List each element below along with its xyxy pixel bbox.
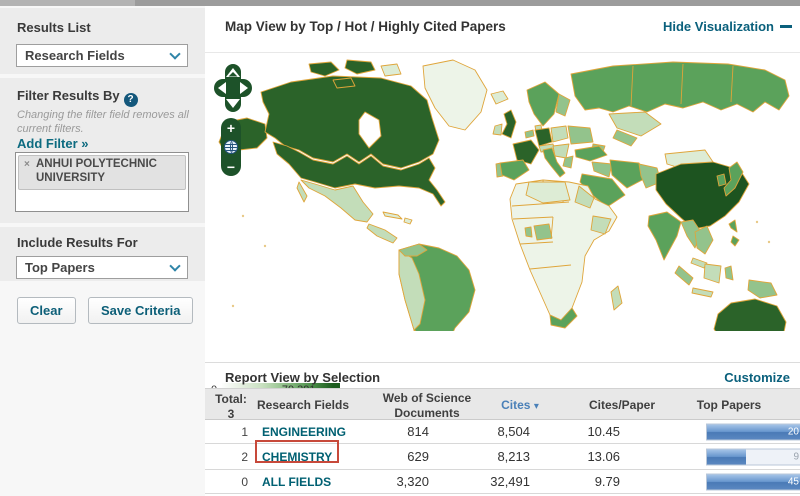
col-cites-sort[interactable]: Cites ▾ (501, 398, 539, 412)
col-cites-per-paper: Cites/Paper (588, 398, 656, 412)
filter-results-heading: Filter Results By? (17, 88, 138, 107)
results-list-heading: Results List (17, 20, 91, 35)
report-title: Report View by Selection (225, 370, 381, 385)
cites-per-paper-value: 10.45 (587, 424, 620, 439)
docs-value: 3,320 (396, 474, 429, 489)
field-link-engineering[interactable]: ENGINEERING (262, 424, 347, 439)
top-papers-bar: 9 (706, 448, 800, 465)
minus-icon (780, 25, 792, 28)
window-top-strip-left (0, 0, 135, 6)
pan-left-icon (218, 82, 226, 94)
top-papers-value: 9 (793, 451, 799, 462)
results-list-section: Results List Research Fields (0, 8, 205, 74)
save-criteria-button[interactable]: Save Criteria (87, 297, 194, 324)
cites-per-paper-value: 9.79 (594, 474, 620, 489)
row-rank: 0 (241, 474, 248, 489)
zoom-out-button[interactable]: − (226, 159, 236, 175)
filter-note: Changing the filter field removes all cu… (17, 109, 189, 136)
include-results-heading: Include Results For (17, 235, 138, 250)
filter-tag-label: ANHUI POLYTECHNIC UNIVERSITY (36, 158, 157, 184)
globe-icon[interactable] (224, 140, 238, 154)
cites-value: 32,491 (490, 474, 530, 489)
filter-results-section: Filter Results By? Changing the filter f… (0, 78, 205, 223)
cites-value: 8,504 (497, 424, 530, 439)
map-view: + − 0 79,391 (205, 54, 800, 398)
filter-tag[interactable]: × ANHUI POLYTECHNIC UNIVERSITY (18, 155, 186, 190)
window-top-strip (0, 0, 800, 6)
customize-link[interactable]: Customize (724, 370, 790, 385)
top-papers-bar-fill (707, 449, 746, 464)
cites-value: 8,213 (497, 449, 530, 464)
remove-filter-icon[interactable]: × (24, 159, 30, 170)
visualization-title: Map View by Top / Hot / Highly Cited Pap… (225, 19, 506, 34)
docs-value: 814 (407, 424, 429, 439)
map-pan-control[interactable] (213, 64, 253, 112)
table-header: Total: 3 Research Fields Web of Science … (205, 388, 800, 421)
field-link-chemistry[interactable]: CHEMISTRY (262, 449, 333, 464)
chevron-down-icon (169, 260, 181, 272)
chevron-down-icon (169, 48, 181, 60)
world-map-choropleth[interactable] (213, 56, 798, 331)
row-rank: 1 (241, 424, 248, 439)
top-papers-value: 45 (787, 476, 799, 487)
zoom-in-button[interactable]: + (226, 120, 236, 136)
include-results-select[interactable]: Top Papers (16, 256, 188, 279)
top-papers-bar-fill (707, 474, 800, 489)
visualization-header: Map View by Top / Hot / Highly Cited Pap… (205, 6, 800, 53)
results-list-select[interactable]: Research Fields (16, 44, 188, 67)
table-row: 0 ALL FIELDS 3,320 32,491 9.79 45 (205, 470, 800, 494)
include-results-selected-value: Top Papers (25, 260, 95, 275)
table-row: 2 CHEMISTRY 629 8,213 13.06 9 (205, 444, 800, 470)
top-papers-value: 20 (787, 426, 799, 437)
top-papers-bar-fill (707, 424, 800, 439)
total-count: Total: 3 (215, 392, 247, 421)
help-icon[interactable]: ? (123, 93, 138, 107)
docs-value: 629 (407, 449, 429, 464)
section-divider (205, 362, 800, 363)
table-row: 1 ENGINEERING 814 8,504 10.45 20 (205, 420, 800, 444)
top-papers-bar: 20 (706, 423, 800, 440)
field-link-all-fields[interactable]: ALL FIELDS (262, 474, 332, 489)
col-top-papers: Top Papers (696, 398, 762, 412)
sort-desc-icon: ▾ (533, 401, 539, 412)
pan-right-icon (240, 82, 248, 94)
main-panel: Map View by Top / Hot / Highly Cited Pap… (205, 6, 800, 496)
top-papers-bar: 45 (706, 473, 800, 490)
pan-down-icon (226, 99, 240, 108)
hide-visualization-link[interactable]: Hide Visualization (663, 19, 792, 34)
include-results-section: Include Results For Top Papers (0, 227, 205, 281)
map-zoom-control[interactable]: + − (221, 118, 241, 176)
col-research-fields: Research Fields (256, 398, 350, 412)
results-list-selected-value: Research Fields (25, 48, 125, 63)
cites-per-paper-value: 13.06 (587, 449, 620, 464)
active-filters-box: × ANHUI POLYTECHNIC UNIVERSITY (15, 152, 189, 212)
sidebar-actions: Clear Save Criteria (0, 285, 205, 496)
sidebar: Results List Research Fields Filter Resu… (0, 6, 205, 496)
add-filter-link[interactable]: Add Filter » (17, 136, 89, 151)
row-rank: 2 (241, 449, 248, 464)
col-wos-documents: Web of Science Documents (382, 391, 472, 420)
clear-button[interactable]: Clear (17, 297, 76, 324)
